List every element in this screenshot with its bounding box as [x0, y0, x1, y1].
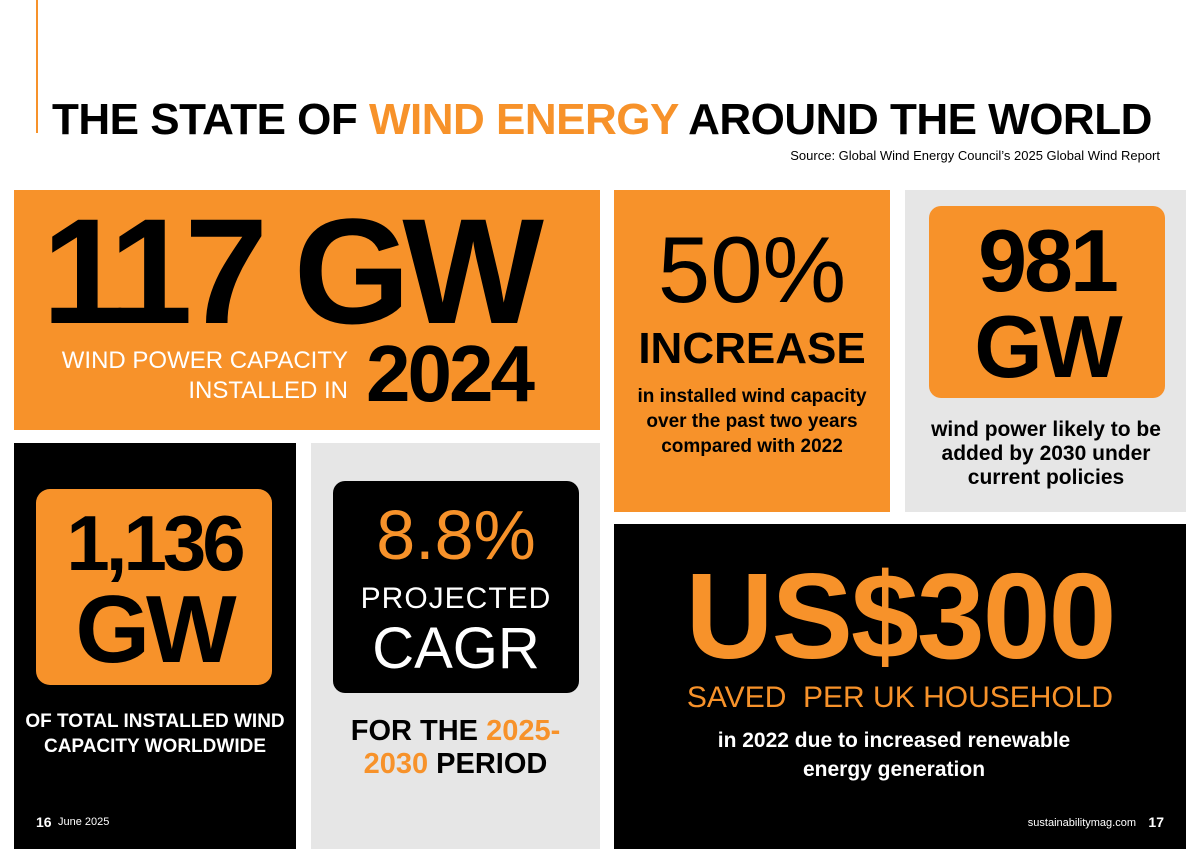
cagr-period-prefix: FOR THE: [350, 715, 487, 747]
cagr-value: 8.8%: [376, 496, 536, 574]
source-note: Source: Global Wind Energy Council’s 202…: [790, 148, 1160, 163]
site-url: sustainabilitymag.com: [1027, 817, 1136, 829]
cagr-period-start: 2025-: [486, 715, 561, 747]
total-capacity-badge: 1,136 GW: [36, 489, 272, 685]
total-capacity-value: 1,136: [66, 499, 245, 587]
cagr-period-suffix: PERIOD: [428, 748, 548, 780]
title-highlight: WIND ENERGY: [368, 95, 679, 144]
savings-panel: US$300 SAVED PER UK HOUSEHOLD in 2022 du…: [614, 524, 1186, 849]
cagr-label-line-2: CAGR: [372, 616, 540, 681]
title-part-2: AROUND THE WORLD: [678, 95, 1152, 144]
right-page-number: 17: [1148, 814, 1164, 830]
forecast-2030-description: wind power likely to be added by 2030 un…: [931, 418, 1161, 489]
increase-value: 50%: [657, 217, 847, 322]
cagr-label-line-1: PROJECTED: [360, 582, 552, 615]
title-part-1: THE STATE OF: [52, 95, 369, 144]
increase-headline: INCREASE: [638, 324, 866, 373]
capacity-2024-label-line-2: INSTALLED IN: [188, 377, 348, 404]
forecast-2030-unit: GW: [974, 297, 1123, 396]
forecast-2030-panel: 981 GW wind power likely to be added by …: [905, 190, 1186, 512]
total-capacity-description: OF TOTAL INSTALLED WIND CAPACITY WORLDWI…: [25, 711, 285, 757]
total-capacity-panel: 1,136 GW OF TOTAL INSTALLED WIND CAPACIT…: [14, 443, 296, 849]
page-title: THE STATE OF WIND ENERGY AROUND THE WORL…: [52, 94, 1152, 146]
capacity-2024-value: 117 GW: [42, 187, 544, 355]
cagr-badge: 8.8% PROJECTED CAGR: [333, 481, 579, 693]
capacity-2024-label: WIND POWER CAPACITY INSTALLED IN: [62, 346, 348, 406]
capacity-2024-label-line-1: WIND POWER CAPACITY: [61, 347, 348, 374]
forecast-2030-badge: 981 GW: [929, 206, 1165, 398]
capacity-2024-panel: 117 GW WIND POWER CAPACITY INSTALLED IN …: [14, 190, 600, 430]
savings-headline: SAVED PER UK HOUSEHOLD: [686, 681, 1114, 714]
cagr-panel: 8.8% PROJECTED CAGR FOR THE 2025- 2030 P…: [311, 443, 600, 849]
increase-description: in installed wind capacity over the past…: [637, 386, 867, 457]
left-page-number: 16: [36, 814, 52, 830]
cagr-period-end: 2030: [363, 748, 429, 780]
increase-panel: 50% INCREASE in installed wind capacity …: [614, 190, 890, 512]
forecast-2030-value: 981: [978, 211, 1119, 310]
issue-date: June 2025: [58, 816, 110, 828]
savings-description: in 2022 due to increased renewable energ…: [717, 729, 1071, 781]
savings-value: US$300: [685, 548, 1117, 684]
cagr-period: FOR THE 2025- 2030 PERIOD: [311, 715, 600, 781]
total-capacity-unit: GW: [75, 576, 236, 683]
capacity-2024-year: 2024: [366, 329, 535, 418]
accent-rule: [36, 0, 38, 133]
